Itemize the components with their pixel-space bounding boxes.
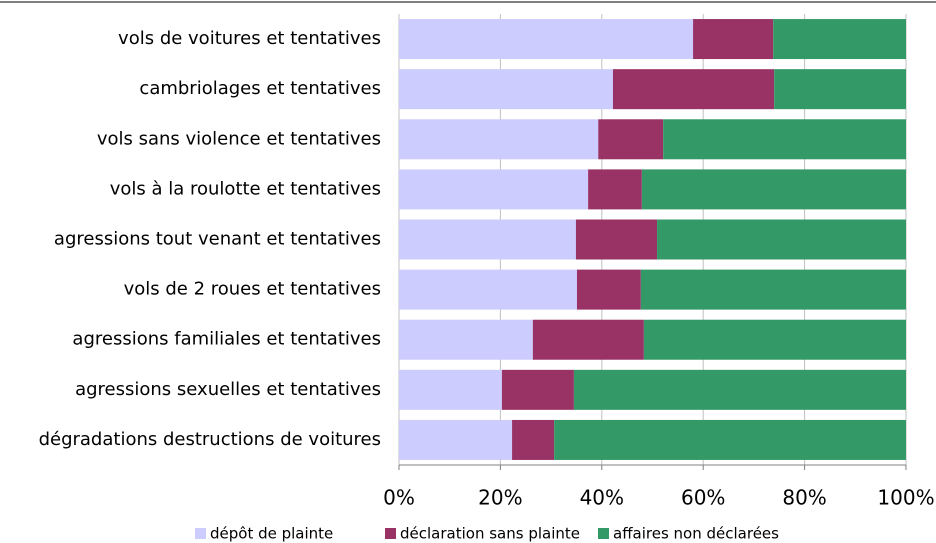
y-tick-label: agressions tout venant et tentatives [54, 229, 381, 250]
legend-label: affaires non déclarées [613, 525, 779, 543]
bar-segment [641, 169, 906, 210]
bar-segment [501, 369, 574, 410]
bar-segment [575, 219, 658, 260]
bar-segment [554, 419, 906, 460]
bar-segment [399, 69, 613, 110]
x-tick-label: 40% [580, 486, 624, 510]
legend-swatch [195, 528, 206, 539]
bar-segment [399, 319, 533, 360]
y-tick-label: agressions sexuelles et tentatives [75, 379, 381, 400]
bar-segment [512, 419, 555, 460]
y-tick-label: vols de 2 roues et tentatives [124, 279, 381, 300]
bar-segment [643, 319, 906, 360]
y-tick-label: cambriolages et tentatives [139, 78, 381, 99]
bar-segment [399, 219, 576, 260]
bar-segment [774, 69, 906, 110]
bar-segment [612, 69, 775, 110]
x-tick-label: 60% [681, 486, 725, 510]
bar-segment [399, 119, 599, 160]
y-tick-label: agressions familiales et tentatives [72, 329, 381, 350]
bar-segment [532, 319, 644, 360]
bar-segment [657, 219, 906, 260]
bar-segment [773, 19, 906, 60]
x-tick-label: 80% [782, 486, 826, 510]
legend-swatch [598, 528, 609, 539]
bar-segment [399, 169, 589, 210]
y-tick-label: vols de voitures et tentatives [118, 28, 381, 49]
y-tick-label: vols sans violence et tentatives [97, 128, 381, 149]
legend-label: dépôt de plainte [210, 525, 333, 543]
bar-segment [693, 19, 774, 60]
x-tick-label: 20% [478, 486, 522, 510]
bar-segment [588, 169, 642, 210]
bar-segment [663, 119, 906, 160]
bar-segment [399, 419, 513, 460]
bar-segment [573, 369, 906, 410]
bar-segment [576, 269, 641, 310]
bar-segment [399, 19, 694, 60]
y-tick-label: dégradations destructions de voitures [39, 429, 381, 450]
bar-segment [399, 269, 577, 310]
x-tick-label: 0% [383, 486, 415, 510]
legend-label: déclaration sans plainte [400, 525, 580, 543]
x-tick-label: 100% [877, 486, 934, 510]
y-tick-label: vols à la roulotte et tentatives [110, 178, 381, 199]
bar-segment [399, 369, 502, 410]
legend-swatch [385, 528, 396, 539]
bar-segment [598, 119, 664, 160]
bar-segment [640, 269, 906, 310]
